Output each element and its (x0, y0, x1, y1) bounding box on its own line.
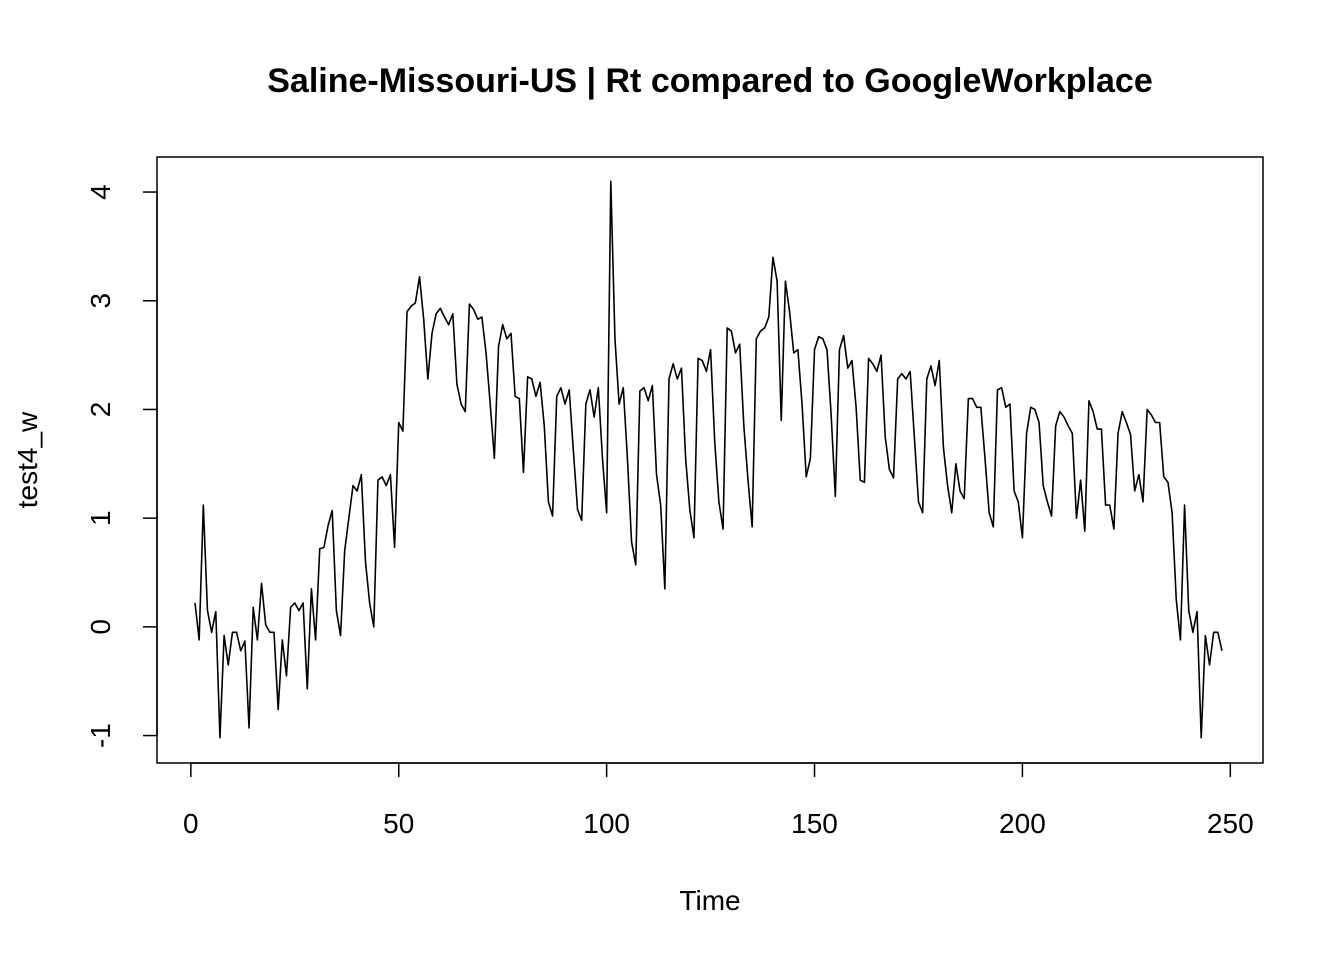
x-tick-label: 50 (383, 808, 414, 839)
x-tick-label: 100 (583, 808, 630, 839)
y-tick-label: 4 (85, 184, 116, 200)
y-tick-label: 3 (85, 293, 116, 309)
series-group (194, 180, 1223, 739)
plot-frame (156, 156, 1264, 764)
y-tick-label: -1 (85, 723, 116, 748)
x-tick-label: 0 (183, 808, 199, 839)
x-tick-label: 250 (1207, 808, 1254, 839)
x-tick-label: 200 (999, 808, 1046, 839)
y-tick-label: 2 (85, 402, 116, 418)
x-axis-label: Time (679, 885, 740, 916)
y-tick-label: 1 (85, 510, 116, 526)
x-tick-label: 150 (791, 808, 838, 839)
x-axis: 0 50 100 150 200 250 (183, 762, 1254, 839)
y-tick-label: 0 (85, 619, 116, 635)
chart-title: Saline-Missouri-US | Rt compared to Goog… (267, 62, 1152, 100)
y-axis-label: test4_w (12, 411, 43, 508)
series-line (194, 180, 1223, 739)
y-axis: -1 0 1 2 3 4 (85, 184, 158, 748)
